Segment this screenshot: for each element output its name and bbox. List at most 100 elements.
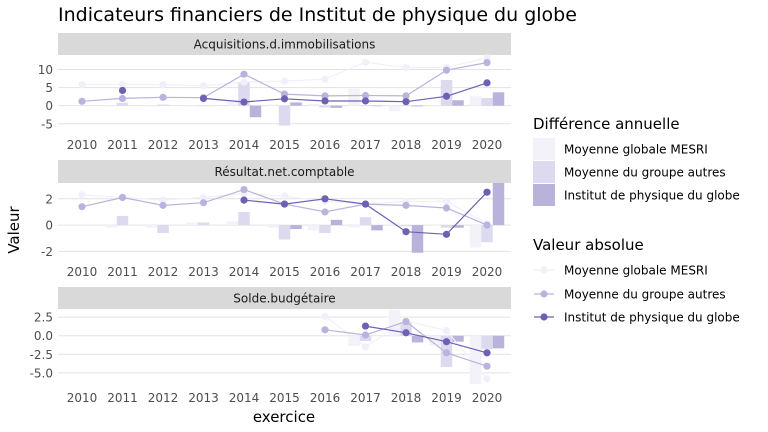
x-tick-label: 2020 bbox=[472, 138, 503, 152]
data-point bbox=[361, 97, 370, 105]
bar bbox=[226, 221, 239, 226]
y-axis-label: Valeur bbox=[5, 205, 23, 253]
bar bbox=[290, 225, 302, 230]
legend-key-point bbox=[540, 313, 548, 321]
data-point bbox=[402, 201, 410, 209]
bar bbox=[267, 225, 279, 228]
x-tick-label: 2011 bbox=[107, 391, 138, 405]
bar bbox=[348, 335, 360, 347]
data-point bbox=[483, 59, 491, 67]
bar bbox=[238, 82, 250, 106]
series-line bbox=[365, 325, 488, 354]
x-tick-label: 2011 bbox=[107, 265, 138, 279]
data-point bbox=[483, 188, 491, 196]
legend-label: Moyenne globale MESRI bbox=[564, 264, 708, 278]
bar bbox=[359, 105, 372, 106]
bar bbox=[226, 102, 239, 106]
data-point bbox=[361, 322, 370, 330]
bar bbox=[105, 225, 117, 228]
legend-title-lines: Valeur absolue bbox=[533, 236, 644, 254]
data-point bbox=[321, 97, 329, 105]
bar bbox=[105, 105, 117, 106]
data-point bbox=[402, 92, 410, 100]
data-point bbox=[199, 82, 208, 90]
data-point bbox=[402, 98, 410, 106]
facet-strip bbox=[58, 33, 511, 55]
data-point bbox=[361, 343, 370, 351]
bar bbox=[197, 222, 210, 226]
y-tick-label: 2 bbox=[45, 192, 53, 206]
bar bbox=[278, 105, 291, 126]
data-point bbox=[483, 375, 491, 383]
data-point bbox=[280, 192, 289, 200]
data-point bbox=[483, 362, 491, 370]
bar bbox=[492, 183, 505, 226]
bar bbox=[411, 225, 424, 253]
y-tick-label: 5 bbox=[45, 81, 53, 95]
bar bbox=[388, 105, 401, 112]
y-tick-label: -2.5 bbox=[30, 348, 53, 362]
series-line bbox=[203, 82, 488, 103]
data-point bbox=[321, 92, 329, 100]
x-tick-label: 2014 bbox=[229, 265, 260, 279]
bar bbox=[469, 335, 482, 384]
legend-key-point bbox=[540, 290, 548, 298]
data-point bbox=[321, 312, 329, 321]
bar bbox=[157, 104, 169, 106]
x-tick-label: 2015 bbox=[269, 265, 300, 279]
y-tick-label: 0.0 bbox=[34, 329, 53, 343]
facet-panels: Acquisitions.d.immobilisations -5 0 5 10 2010… bbox=[30, 33, 511, 405]
bar bbox=[400, 225, 412, 227]
bar bbox=[492, 92, 505, 106]
data-point bbox=[402, 318, 410, 326]
bar bbox=[145, 225, 158, 228]
bar bbox=[452, 100, 464, 106]
bar bbox=[348, 88, 360, 106]
legend-label: Moyenne globale MESRI bbox=[564, 143, 708, 157]
bar bbox=[371, 105, 383, 107]
data-point bbox=[240, 185, 248, 194]
bar bbox=[492, 335, 505, 349]
x-tick-label: 2015 bbox=[269, 391, 300, 405]
x-tick-label: 2018 bbox=[391, 391, 422, 405]
data-point bbox=[78, 203, 86, 211]
bar bbox=[330, 219, 343, 226]
legend-key-point bbox=[540, 266, 548, 274]
facet-strip bbox=[58, 160, 511, 183]
chart-title: Indicateurs financiers de Institut de ph… bbox=[58, 4, 577, 26]
y-tick-label: 2.5 bbox=[34, 311, 53, 325]
data-point bbox=[402, 64, 410, 72]
data-point bbox=[483, 79, 491, 87]
bar bbox=[411, 335, 424, 343]
bar bbox=[359, 217, 372, 226]
bar bbox=[452, 335, 464, 342]
bar bbox=[186, 222, 198, 226]
bar bbox=[371, 225, 383, 231]
y-tick-label: -5 bbox=[41, 117, 53, 131]
bar bbox=[452, 225, 464, 228]
bar bbox=[319, 105, 331, 108]
legend-label: Moyenne du groupe autres bbox=[564, 166, 726, 180]
data-point bbox=[159, 93, 167, 101]
legend-label: Institut de physique du globe bbox=[564, 189, 740, 203]
bar bbox=[469, 96, 482, 106]
legend-label: Institut de physique du globe bbox=[564, 311, 740, 325]
x-tick-label: 2020 bbox=[472, 265, 503, 279]
x-tick-label: 2010 bbox=[67, 265, 98, 279]
facet-3: Solde.budgétaire -5.0 -2.5 0.0 2.5 2010 2011 20… bbox=[30, 287, 511, 405]
bar bbox=[278, 225, 291, 240]
x-tick-label: 2017 bbox=[350, 391, 381, 405]
bar bbox=[186, 105, 198, 107]
bar bbox=[249, 105, 262, 118]
data-point bbox=[483, 221, 491, 229]
y-tick-label: 0 bbox=[45, 219, 53, 233]
x-tick-label: 2014 bbox=[229, 391, 260, 405]
x-tick-label: 2016 bbox=[310, 138, 341, 152]
facet-1: Acquisitions.d.immobilisations -5 0 5 10 2010… bbox=[38, 33, 511, 152]
data-point bbox=[159, 196, 167, 204]
x-tick-label: 2010 bbox=[67, 391, 98, 405]
data-point bbox=[442, 349, 451, 357]
bar bbox=[469, 225, 482, 248]
x-tick-label: 2011 bbox=[107, 138, 138, 152]
data-point bbox=[280, 95, 289, 103]
